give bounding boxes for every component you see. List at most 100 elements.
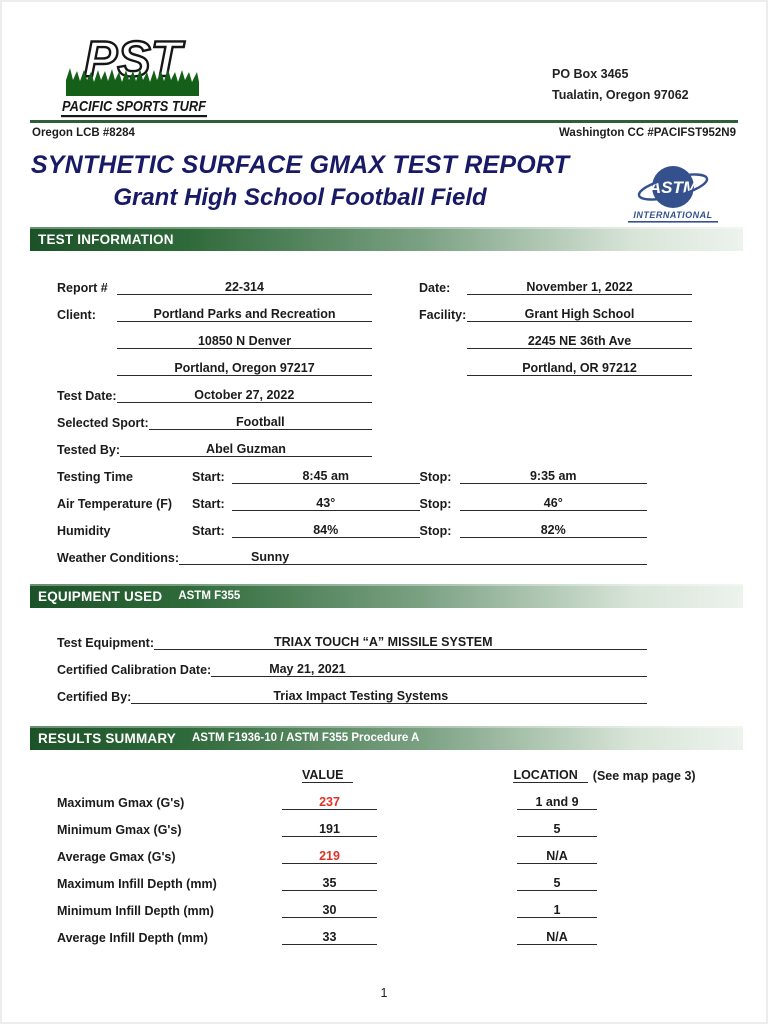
form-row: Air Temperature (F) Start: 43° Stop: 46° [57, 493, 647, 511]
test-equipment-value: TRIAX TOUCH “A” MISSILE SYSTEM [274, 635, 493, 649]
tested-by-label: Tested By: [57, 443, 120, 457]
astm-underline [628, 221, 718, 223]
start-label: Start: [192, 497, 225, 511]
client-label: Client: [57, 308, 96, 322]
astm-logo: ASTM INTERNATIONAL [618, 162, 728, 233]
metric-value: 33 [282, 930, 377, 945]
section-banner-test-information: TEST INFORMATION [30, 227, 743, 251]
air-temperature-label: Air Temperature (F) [57, 497, 173, 511]
client-address2-value: Portland, Oregon 97217 [117, 361, 372, 376]
facility-name-value: Grant High School [467, 307, 692, 322]
date-label: Date: [419, 281, 451, 295]
metric-value: 191 [282, 822, 377, 837]
metric-label: Average Gmax (G's) [57, 850, 176, 864]
start-label: Start: [192, 524, 225, 538]
section-banner-equipment-used: EQUIPMENT USED ASTM F355 [30, 584, 743, 608]
test-equipment-label: Test Equipment: [57, 636, 154, 650]
air-temperature-start-value: 43° [232, 496, 420, 511]
form-row: Certified By: Triax Impact Testing Syste… [57, 686, 647, 704]
table-row: Minimum Infill Depth (mm) 30 1 [57, 900, 766, 918]
table-row: Average Gmax (G's) 219 N/A [57, 846, 766, 864]
metric-location: 1 and 9 [517, 795, 597, 810]
location-column-header: LOCATION [513, 768, 588, 783]
start-label: Start: [192, 470, 225, 484]
weather-conditions-label: Weather Conditions: [57, 551, 179, 565]
form-row: Testing Time Start: 8:45 am Stop: 9:35 a… [57, 466, 647, 484]
facility-address1-value: 2245 NE 36th Ave [467, 334, 692, 349]
stop-label: Stop: [419, 524, 452, 538]
metric-value: 219 [282, 849, 377, 864]
astm-orbit-ring [637, 173, 709, 201]
form-row: Test Date: October 27, 2022 [57, 385, 372, 403]
form-row: Report # 22-314 Date: November 1, 2022 [57, 277, 766, 295]
table-row: Average Infill Depth (mm) 33 N/A [57, 927, 766, 945]
facility-label: Facility: [419, 308, 467, 322]
metric-location: 5 [517, 876, 597, 891]
report-number-label: Report # [57, 281, 108, 295]
weather-conditions-value: Sunny [251, 550, 290, 564]
report-number-value: 22-314 [117, 280, 372, 295]
metric-label: Maximum Infill Depth (mm) [57, 877, 217, 891]
report-title-line2: Grant High School Football Field [113, 184, 487, 211]
metric-location: N/A [517, 849, 597, 864]
calibration-date-label: Certified Calibration Date: [57, 663, 212, 677]
astm-globe [652, 166, 694, 208]
metric-label: Minimum Gmax (G's) [57, 823, 182, 837]
section-heading: EQUIPMENT USED [38, 588, 163, 604]
metric-value: 237 [282, 795, 377, 810]
table-row: Minimum Gmax (G's) 191 5 [57, 819, 766, 837]
metric-label: Maximum Gmax (G's) [57, 796, 185, 810]
report-title: SYNTHETIC SURFACE GMAX TEST REPORT Grant… [20, 149, 580, 213]
section-subheading: ASTM F1936-10 / ASTM F355 Procedure A [192, 732, 420, 744]
pst-logo-acronym: PST [84, 31, 186, 87]
astm-logo-text: ASTM [648, 178, 698, 197]
test-date-label: Test Date: [57, 389, 117, 403]
stop-label: Stop: [419, 497, 452, 511]
humidity-stop-value: 82% [459, 523, 647, 538]
stop-label: Stop: [419, 470, 452, 484]
metric-value: 35 [282, 876, 377, 891]
oregon-license: Oregon LCB #8284 [32, 127, 135, 139]
washington-license: Washington CC #PACIFST952N9 [559, 127, 736, 139]
form-row: 10850 N Denver 2245 NE 36th Ave [57, 331, 766, 349]
facility-address2-value: Portland, OR 97212 [467, 361, 692, 376]
report-title-line1: SYNTHETIC SURFACE GMAX TEST REPORT [30, 151, 570, 179]
metric-label: Minimum Infill Depth (mm) [57, 904, 214, 918]
logo-underline [61, 115, 207, 118]
section-subheading: ASTM F355 [178, 590, 241, 602]
form-row: Weather Conditions: Sunny [57, 547, 647, 565]
grass-graphic [66, 68, 199, 96]
section-heading: TEST INFORMATION [38, 231, 174, 247]
testing-time-start-value: 8:45 am [232, 469, 420, 484]
form-row: Humidity Start: 84% Stop: 82% [57, 520, 647, 538]
form-row: Certified Calibration Date: May 21, 2021 [57, 659, 647, 677]
test-date-value: October 27, 2022 [116, 388, 372, 403]
equipment-used-form: Test Equipment: TRIAX TOUCH “A” MISSILE … [2, 608, 766, 704]
calibration-date-value: May 21, 2021 [269, 662, 346, 676]
testing-time-label: Testing Time [57, 470, 133, 484]
address-po-box: PO Box 3465 [552, 67, 629, 81]
client-name-value: Portland Parks and Recreation [117, 307, 372, 322]
astm-logo-subtitle: INTERNATIONAL [633, 210, 712, 220]
form-row: Selected Sport: Football [57, 412, 372, 430]
certified-by-value: Triax Impact Testing Systems [273, 689, 449, 703]
form-row: Tested By: Abel Guzman [57, 439, 372, 457]
metric-value: 30 [282, 903, 377, 918]
section-heading: RESULTS SUMMARY [38, 730, 176, 746]
table-row: Maximum Gmax (G's) 237 1 and 9 [57, 792, 766, 810]
company-address: PO Box 3465 Tualatin, Oregon 97062 [552, 64, 732, 118]
page-number: 1 [380, 986, 388, 1000]
form-row: Test Equipment: TRIAX TOUCH “A” MISSILE … [57, 632, 647, 650]
form-row: Portland, Oregon 97217 Portland, OR 9721… [57, 358, 766, 376]
astm-logo-graphic: ASTM INTERNATIONAL [628, 166, 718, 223]
metric-location: 5 [517, 822, 597, 837]
pst-logo-company-name: PACIFIC SPORTS TURF [62, 98, 207, 115]
client-address1-value: 10850 N Denver [117, 334, 372, 349]
value-column-header: VALUE [302, 768, 354, 783]
results-summary-table: VALUE LOCATION (See map page 3) Maximum … [2, 765, 766, 945]
tested-by-value: Abel Guzman [119, 442, 372, 457]
section-banner-results-summary: RESULTS SUMMARY ASTM F1936-10 / ASTM F35… [30, 726, 743, 750]
pst-logo-graphic: PST PACIFIC SPORTS TURF [61, 30, 207, 118]
metric-label: Average Infill Depth (mm) [57, 931, 208, 945]
